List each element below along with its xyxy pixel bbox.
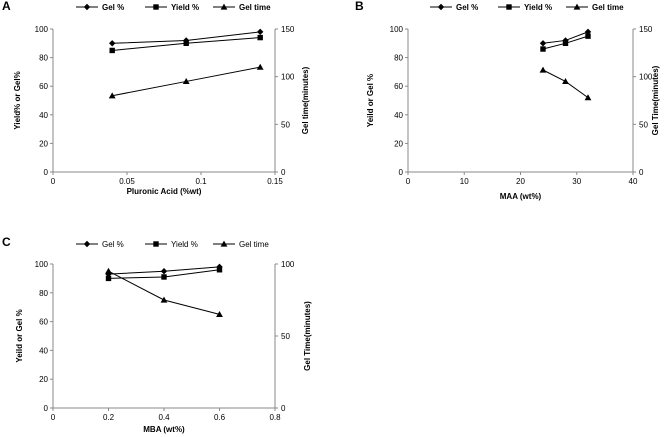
y-tick-label: 40 [39,111,48,120]
x-axis-title: Pluronic Acid (%wt) [127,187,202,196]
data-point-yield-percent [216,267,223,273]
x-tick-label: 0.4 [158,413,170,422]
legend-marker-gel-percent [83,3,91,11]
x-tick-label: 10 [460,177,469,186]
legend-label-gel-time: Gel time [239,240,269,249]
y2-tick-label: 100 [281,73,295,82]
y-tick-label: 0 [399,168,404,177]
y-tick-label: 60 [39,82,48,91]
data-point-gel-time [256,63,264,70]
x-tick-label: 0 [51,177,56,186]
panel-letter: A [2,0,11,13]
y-tick-label: 40 [394,111,403,120]
data-point-gel-time [539,66,547,73]
legend-label-yield-percent: Yield % [171,240,198,249]
panel-a: A0 0.05 0.1 0.15020406080100050100150Pluron… [2,0,310,196]
data-point-yield-percent [562,40,569,46]
data-point-gel-time [562,78,569,85]
legend-marker-yield-percent [153,4,159,10]
data-point-yield-percent [109,47,115,54]
legend-marker-yield-percent [506,4,512,10]
y-tick-label: 20 [39,375,48,384]
panel-letter: C [2,235,11,249]
data-point-gel-time [182,78,190,85]
y-tick-label: 100 [35,25,49,34]
y-tick-label: 80 [394,54,403,63]
panel-letter: B [355,0,364,13]
legend-label-yield-percent: Yield % [524,3,552,12]
data-point-gel-time [584,94,592,101]
legend-label-gel-percent: Gel % [456,3,478,12]
y-axis-title: Yeild or Gel % [15,309,24,362]
data-point-yield-percent [183,40,189,46]
y2-tick-label: 100 [281,260,295,269]
x-tick-label: 30 [572,177,581,186]
legend-label-gel-percent: Gel % [102,3,124,12]
y-tick-label: 60 [39,318,48,327]
legend-label-yield-percent: Yield % [171,3,199,12]
y2-tick-label: 0 [639,168,644,177]
y-tick-label: 100 [35,260,49,269]
x-tick-label: 0.6 [214,413,226,422]
y2-tick-label: 50 [639,120,648,129]
y2-axis-title: Gel Time(minutes) [303,301,312,371]
data-point-gel-percent [109,40,116,47]
legend-marker-gel-percent [83,240,91,248]
y-tick-label: 60 [394,82,403,91]
y-tick-label: 0 [44,168,49,177]
y2-axis-title: Gel Time(minutes) [651,65,660,135]
y-tick-label: 40 [39,346,48,355]
y2-tick-label: 0 [281,168,286,177]
y-tick-label: 80 [39,289,48,298]
legend-marker-gel-percent [437,3,445,11]
legend-label-gel-time: Gel time [592,3,624,12]
data-point-gel-percent [257,28,264,36]
y-axis-title: Yeild or Gel % [366,74,375,127]
x-axis-title: MBA (wt%) [143,425,185,434]
data-point-gel-percent [160,268,168,275]
y2-tick-label: 50 [281,332,290,341]
x-tick-label: 40 [629,177,638,186]
x-tick-label: 0.05 [119,177,135,186]
y-tick-label: 100 [390,25,404,34]
y-axis-title: Yield% or Gel% [13,71,22,129]
data-point-gel-time [216,311,223,317]
data-point-yield-percent [257,34,263,41]
y-tick-label: 80 [39,54,48,63]
y2-tick-label: 150 [639,25,653,34]
x-tick-label: 0 [51,413,56,422]
y2-tick-label: 50 [281,120,290,129]
y2-tick-label: 150 [281,25,295,34]
legend-label-gel-time: Gel time [239,3,271,12]
y2-axis-title: Gel time(minutes) [301,66,310,134]
x-axis-title: MAA (wt%) [500,192,542,201]
x-tick-label: 0.15 [267,177,283,186]
x-tick-label: 20 [516,177,525,186]
legend-marker-gel-time [573,3,581,10]
x-tick-label: 0.1 [195,177,207,186]
data-point-gel-time [160,296,168,303]
y2-tick-label: 100 [639,73,653,82]
data-point-yield-percent [105,275,112,282]
legend-marker-yield-percent [153,241,159,247]
y2-tick-label: 0 [281,404,286,413]
data-point-gel-time [105,267,112,274]
data-point-yield-percent [585,33,591,39]
x-tick-label: 0.8 [269,413,281,422]
data-point-gel-time [108,92,116,99]
data-point-yield-percent [161,274,167,280]
x-tick-label: 0 [406,177,411,186]
x-tick-label: 0.2 [103,413,115,422]
legend-marker-gel-time [220,3,228,10]
y-tick-label: 0 [44,404,49,413]
data-point-gel-percent [539,40,547,47]
legend-marker-gel-time [220,240,228,247]
data-point-yield-percent [540,46,546,52]
legend-label-gel-percent: Gel % [102,240,124,249]
y-tick-label: 20 [39,139,48,148]
y-tick-label: 20 [394,139,403,148]
